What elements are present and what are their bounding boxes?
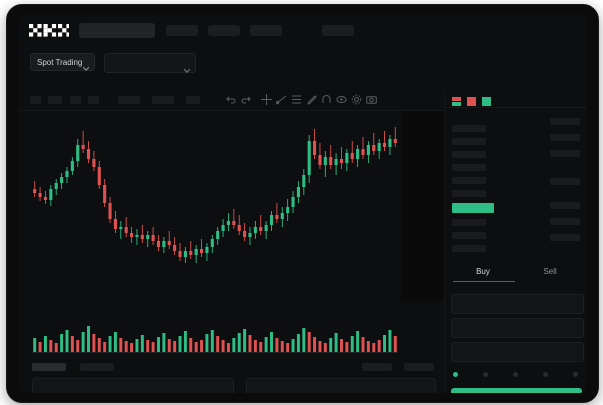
order-book-row[interactable] <box>550 118 580 125</box>
orderbook-bids-icon[interactable] <box>481 94 492 106</box>
order-book-row[interactable] <box>452 138 486 145</box>
order-book-row[interactable] <box>452 164 486 171</box>
overlay-artifact <box>401 111 445 301</box>
candlestick-chart[interactable] <box>18 111 443 316</box>
tab-sell[interactable]: Sell <box>543 267 557 276</box>
slider-dot[interactable] <box>483 372 488 377</box>
order-book-row[interactable] <box>550 150 580 157</box>
order-book-panel: Buy Sell <box>444 90 587 393</box>
timeframe-7[interactable] <box>186 96 200 104</box>
chart-footer-action-1[interactable] <box>362 363 392 371</box>
order-book-row-highlight[interactable] <box>452 203 494 213</box>
chevron-down-icon <box>82 60 90 78</box>
bottom-panels <box>18 378 443 393</box>
submit-buy-button[interactable] <box>451 388 582 393</box>
order-book-row[interactable] <box>452 219 486 226</box>
order-book-row[interactable] <box>550 234 580 241</box>
chart-toolbar <box>18 90 443 111</box>
camera-icon[interactable] <box>366 94 377 105</box>
order-form-tabs: Buy Sell <box>445 264 587 284</box>
timeframe-4[interactable] <box>88 96 99 104</box>
orderbook-both-icon[interactable] <box>451 94 462 106</box>
chart-footer-action-2[interactable] <box>404 363 434 371</box>
orderbook-asks-icon[interactable] <box>466 94 477 106</box>
magnet-icon[interactable] <box>321 94 332 105</box>
nav-item-2[interactable] <box>208 25 240 36</box>
slider-dot[interactable] <box>573 372 578 377</box>
order-book-row[interactable] <box>452 177 486 184</box>
redo-icon[interactable] <box>240 94 251 105</box>
nav-item-4[interactable] <box>322 25 354 36</box>
bottom-card-orders[interactable] <box>32 378 234 393</box>
chart-footer-tab-1[interactable] <box>32 363 66 371</box>
order-book-row[interactable] <box>550 134 580 141</box>
slider-dot[interactable] <box>543 372 548 377</box>
okx-logo-icon[interactable] <box>29 24 69 37</box>
timeframe-6[interactable] <box>152 96 174 104</box>
timeframe-1[interactable] <box>30 96 41 104</box>
tab-divider <box>445 107 587 108</box>
top-navigation-bar <box>18 14 587 46</box>
bottom-card-trades[interactable] <box>246 378 436 393</box>
order-price-field[interactable] <box>451 294 584 314</box>
spot-trading-selector[interactable]: Spot Trading <box>30 53 95 71</box>
trendline-icon[interactable] <box>276 94 287 105</box>
chevron-down-icon <box>183 60 191 78</box>
order-book-row[interactable] <box>452 151 486 158</box>
app-screen: Spot Trading <box>18 14 587 393</box>
market-header-bar: Spot Trading <box>18 46 587 116</box>
order-book-row[interactable] <box>452 125 486 132</box>
search-input[interactable] <box>79 23 155 38</box>
order-book-row[interactable] <box>550 178 580 185</box>
fibonacci-icon[interactable] <box>291 94 302 105</box>
spot-trading-label: Spot Trading <box>37 58 83 67</box>
eye-icon[interactable] <box>336 94 347 105</box>
slider-dot[interactable] <box>453 372 458 377</box>
order-book-row[interactable] <box>452 232 486 239</box>
amount-slider[interactable] <box>445 372 587 382</box>
nav-item-1[interactable] <box>166 25 198 36</box>
order-book-row[interactable] <box>550 218 580 225</box>
chart-footer-tab-2[interactable] <box>80 363 114 371</box>
settings-icon[interactable] <box>351 94 362 105</box>
chart-footer-tabs <box>18 359 443 375</box>
nav-item-3[interactable] <box>250 25 282 36</box>
order-book-row[interactable] <box>452 190 486 197</box>
active-tab-underline <box>453 281 515 282</box>
order-amount-field[interactable] <box>451 318 584 338</box>
slider-dot[interactable] <box>513 372 518 377</box>
trading-pair-selector[interactable] <box>104 53 196 73</box>
timeframe-2[interactable] <box>48 96 62 104</box>
order-book-row[interactable] <box>550 202 580 209</box>
timeframe-5[interactable] <box>118 96 140 104</box>
undo-icon[interactable] <box>226 94 237 105</box>
crosshair-icon[interactable] <box>261 94 272 105</box>
order-total-field[interactable] <box>451 342 584 362</box>
timeframe-3[interactable] <box>70 96 81 104</box>
volume-histogram <box>18 314 443 359</box>
tablet-device-frame: Spot Trading <box>6 4 599 403</box>
brush-icon[interactable] <box>306 94 317 105</box>
tab-buy[interactable]: Buy <box>476 267 490 276</box>
order-book-row[interactable] <box>452 245 486 252</box>
